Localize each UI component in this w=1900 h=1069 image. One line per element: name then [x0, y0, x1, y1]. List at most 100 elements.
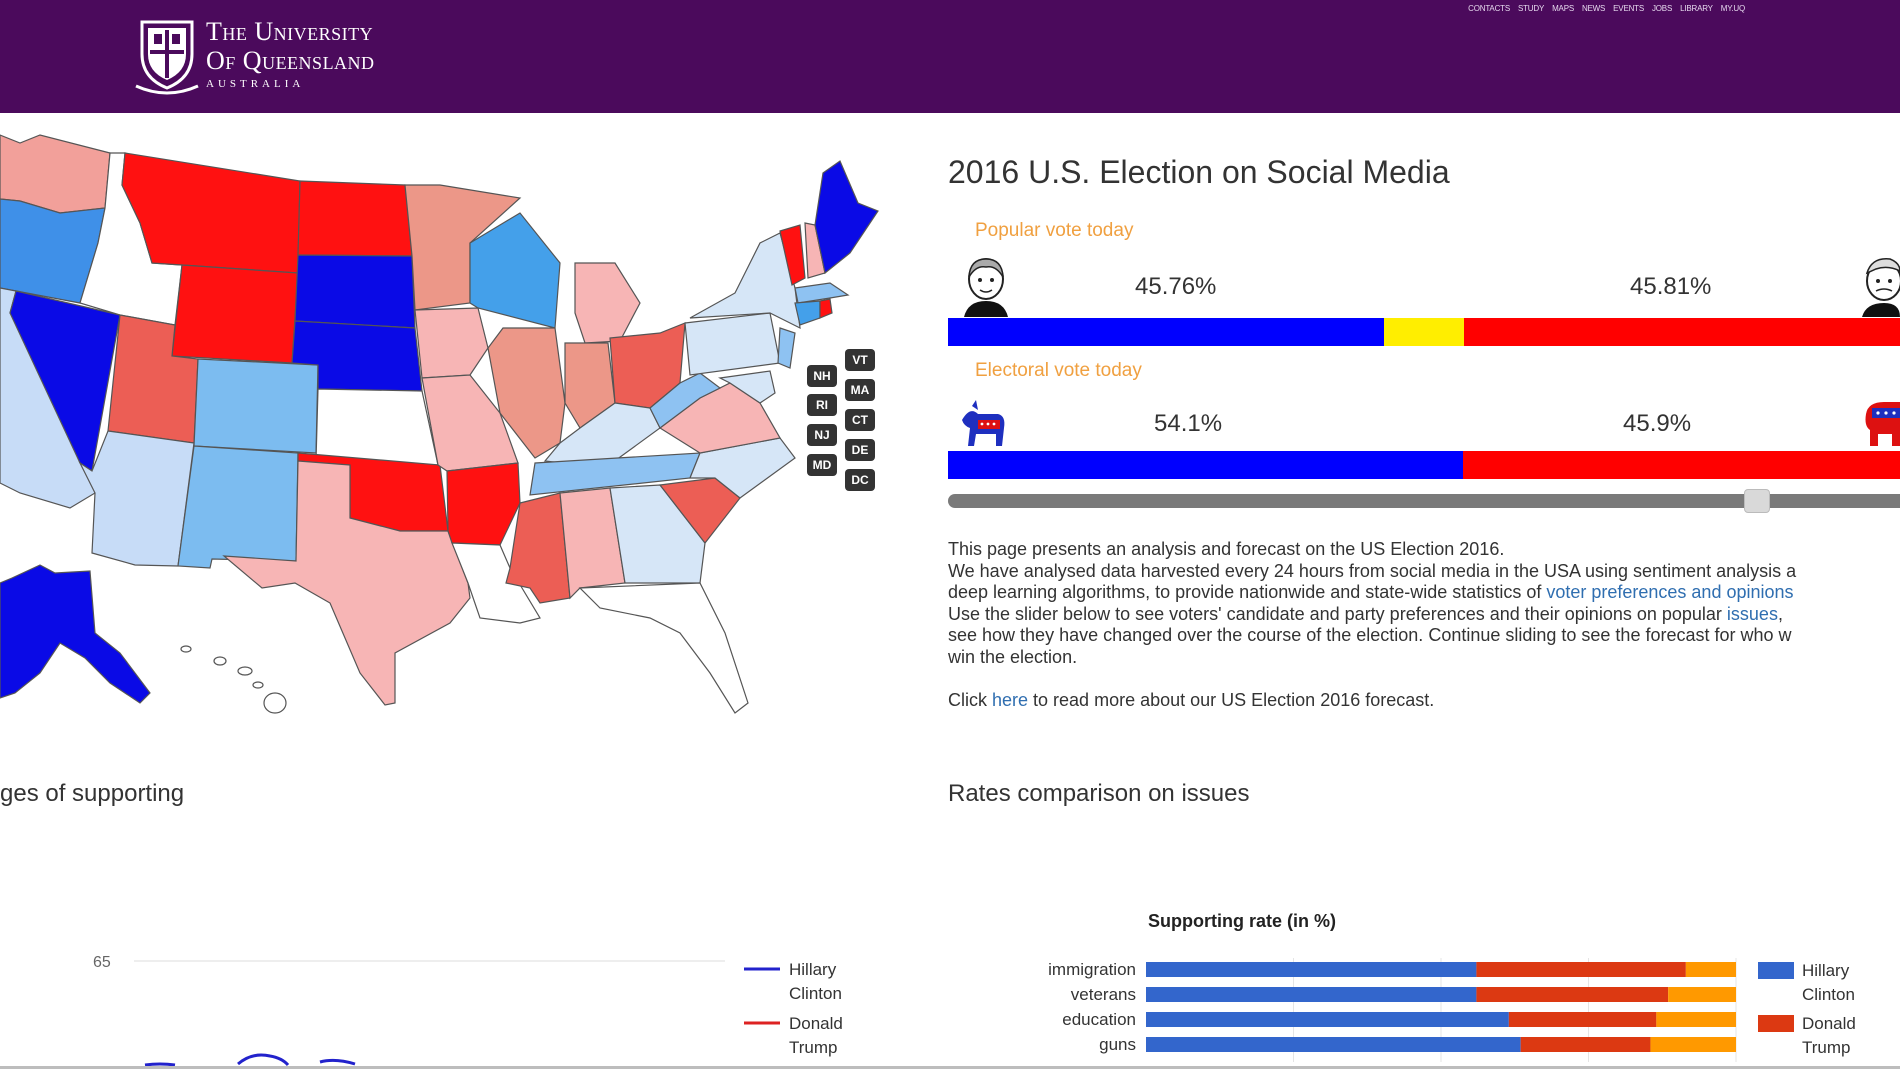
state-co[interactable]: [193, 358, 319, 454]
state-label-nh[interactable]: NH: [807, 365, 837, 387]
bar-veterans-donald-trump[interactable]: [1476, 987, 1669, 1002]
state-ct[interactable]: [794, 300, 821, 326]
electoral-trump-pct: 45.9%: [1623, 410, 1692, 437]
nav-contacts[interactable]: CONTACTS: [1468, 4, 1510, 13]
bar-immigration-donald-trump[interactable]: [1476, 962, 1686, 977]
slider-track[interactable]: [948, 494, 1900, 508]
desc-line-3: deep learning algorithms, to provide nat…: [948, 582, 1900, 604]
electoral-vote-label: Electoral vote today: [975, 360, 1142, 381]
state-wv[interactable]: [649, 372, 722, 429]
issues-legend-clinton-1: Hillary: [1802, 961, 1850, 980]
site-header: The University Of Queensland AUSTRALIA C…: [0, 0, 1900, 113]
logo-text-line2: Of Queensland: [206, 46, 375, 75]
nav-library[interactable]: LIBRARY: [1680, 4, 1713, 13]
state-label-dc[interactable]: DC: [845, 469, 875, 491]
issues-legend-trump-1: Donald: [1802, 1014, 1856, 1033]
state-label-ri[interactable]: RI: [807, 394, 837, 416]
read-more-link[interactable]: here: [992, 690, 1029, 710]
state-vt[interactable]: [779, 224, 806, 286]
bar-guns-other[interactable]: [1650, 1037, 1736, 1052]
state-nj[interactable]: [777, 327, 796, 369]
state-ri[interactable]: [819, 298, 833, 319]
state-label-ma[interactable]: MA: [845, 379, 875, 401]
read-more-line: Click here to read more about our US Ele…: [948, 690, 1434, 711]
state-tx[interactable]: [222, 460, 471, 706]
bar-guns-hillary-clinton[interactable]: [1146, 1037, 1521, 1052]
crest-icon: [135, 20, 199, 95]
electoral-vote-bar: [948, 451, 1900, 479]
date-slider[interactable]: [948, 489, 1900, 513]
bar-immigration-hillary-clinton[interactable]: [1146, 962, 1477, 977]
state-az[interactable]: [78, 430, 195, 567]
state-ar[interactable]: [446, 462, 521, 546]
desc-line-4-text: Use the slider below to see voters' cand…: [948, 603, 1727, 624]
state-label-nj[interactable]: NJ: [807, 424, 837, 446]
state-il[interactable]: [487, 327, 566, 459]
nav-jobs[interactable]: JOBS: [1651, 4, 1673, 13]
read-more-pre: Click: [948, 690, 992, 710]
clinton-series-line: [144, 1053, 356, 1067]
state-ks[interactable]: [315, 388, 439, 466]
issues-chart-title: Supporting rate (in %): [1148, 911, 1336, 931]
state-label-de[interactable]: DE: [845, 439, 875, 461]
supporting-percentages-title: ges of supporting: [0, 780, 185, 807]
popular-bar-clinton: [948, 318, 1384, 346]
electoral-bar-clinton: [948, 451, 1464, 479]
state-wi[interactable]: [469, 212, 561, 329]
state-nd[interactable]: [297, 180, 413, 257]
state-hi[interactable]: [180, 645, 287, 714]
nav-study[interactable]: STUDY: [1517, 4, 1545, 13]
republican-elephant-icon: [1865, 402, 1900, 446]
state-mi[interactable]: [574, 262, 641, 344]
bar-veterans-other[interactable]: [1668, 987, 1736, 1002]
state-label-vt[interactable]: VT: [845, 349, 875, 371]
uq-logo[interactable]: The University Of Queensland AUSTRALIA: [134, 16, 404, 96]
state-ia[interactable]: [414, 307, 489, 379]
bar-immigration-other[interactable]: [1685, 962, 1736, 977]
state-nm[interactable]: [177, 445, 299, 569]
state-pa[interactable]: [684, 312, 781, 376]
state-ma[interactable]: [794, 282, 850, 304]
legend-clinton-line2: Clinton: [789, 984, 842, 1003]
state-ga[interactable]: [609, 484, 706, 584]
bar-guns-donald-trump[interactable]: [1520, 1037, 1651, 1052]
bar-veterans-hillary-clinton[interactable]: [1146, 987, 1477, 1002]
nav-myuq[interactable]: MY.UQ: [1720, 4, 1745, 13]
issues-comparison-title: Rates comparison on issues: [948, 780, 1250, 807]
electoral-clinton-pct: 54.1%: [1154, 410, 1223, 437]
bar-education-other[interactable]: [1656, 1012, 1736, 1027]
logo-text-country: AUSTRALIA: [206, 78, 305, 90]
state-ak[interactable]: [0, 564, 151, 704]
legend-trump-line1: Donald: [789, 1014, 843, 1033]
popular-vote-label: Popular vote today: [975, 220, 1134, 241]
us-election-map[interactable]: VT NH MA RI CT NJ DE MD DC: [0, 113, 900, 753]
state-label-ct[interactable]: CT: [845, 409, 875, 431]
logo-text-line1: The University: [206, 17, 374, 46]
state-me[interactable]: [814, 160, 879, 275]
popular-vote-bar: [948, 318, 1900, 346]
state-wy[interactable]: [171, 264, 299, 364]
state-fa[interactable]: [578, 582, 749, 714]
nav-news[interactable]: NEWS: [1581, 4, 1606, 13]
electoral-bar-trump: [1463, 451, 1900, 479]
democrat-donkey-icon: [962, 400, 1005, 446]
state-label-md[interactable]: MD: [807, 454, 837, 476]
nav-events[interactable]: EVENTS: [1613, 4, 1644, 13]
state-sd[interactable]: [294, 254, 416, 329]
voter-preferences-link[interactable]: voter preferences and opinions: [1546, 582, 1794, 602]
us-map-svg[interactable]: [0, 113, 900, 753]
slider-handle[interactable]: [1744, 489, 1771, 513]
issues-link[interactable]: issues: [1726, 603, 1778, 624]
bar-education-hillary-clinton[interactable]: [1146, 1012, 1509, 1027]
desc-line-4: Use the slider below to see voters' cand…: [948, 604, 1900, 626]
state-la[interactable]: [451, 542, 541, 624]
bar-education-donald-trump[interactable]: [1508, 1012, 1657, 1027]
trump-avatar-icon: [1862, 258, 1900, 317]
state-al[interactable]: [559, 487, 626, 600]
support-line-chart: 65 Hillary Clinton Donald Trump: [93, 954, 843, 1067]
state-md[interactable]: [718, 370, 776, 404]
popular-clinton-pct: 45.76%: [1135, 273, 1217, 300]
top-nav: CONTACTS STUDY MAPS NEWS EVENTS JOBS LIB…: [1468, 4, 1745, 13]
desc-line-2: We have analysed data harvested every 24…: [948, 560, 1797, 581]
nav-maps[interactable]: MAPS: [1552, 4, 1574, 13]
